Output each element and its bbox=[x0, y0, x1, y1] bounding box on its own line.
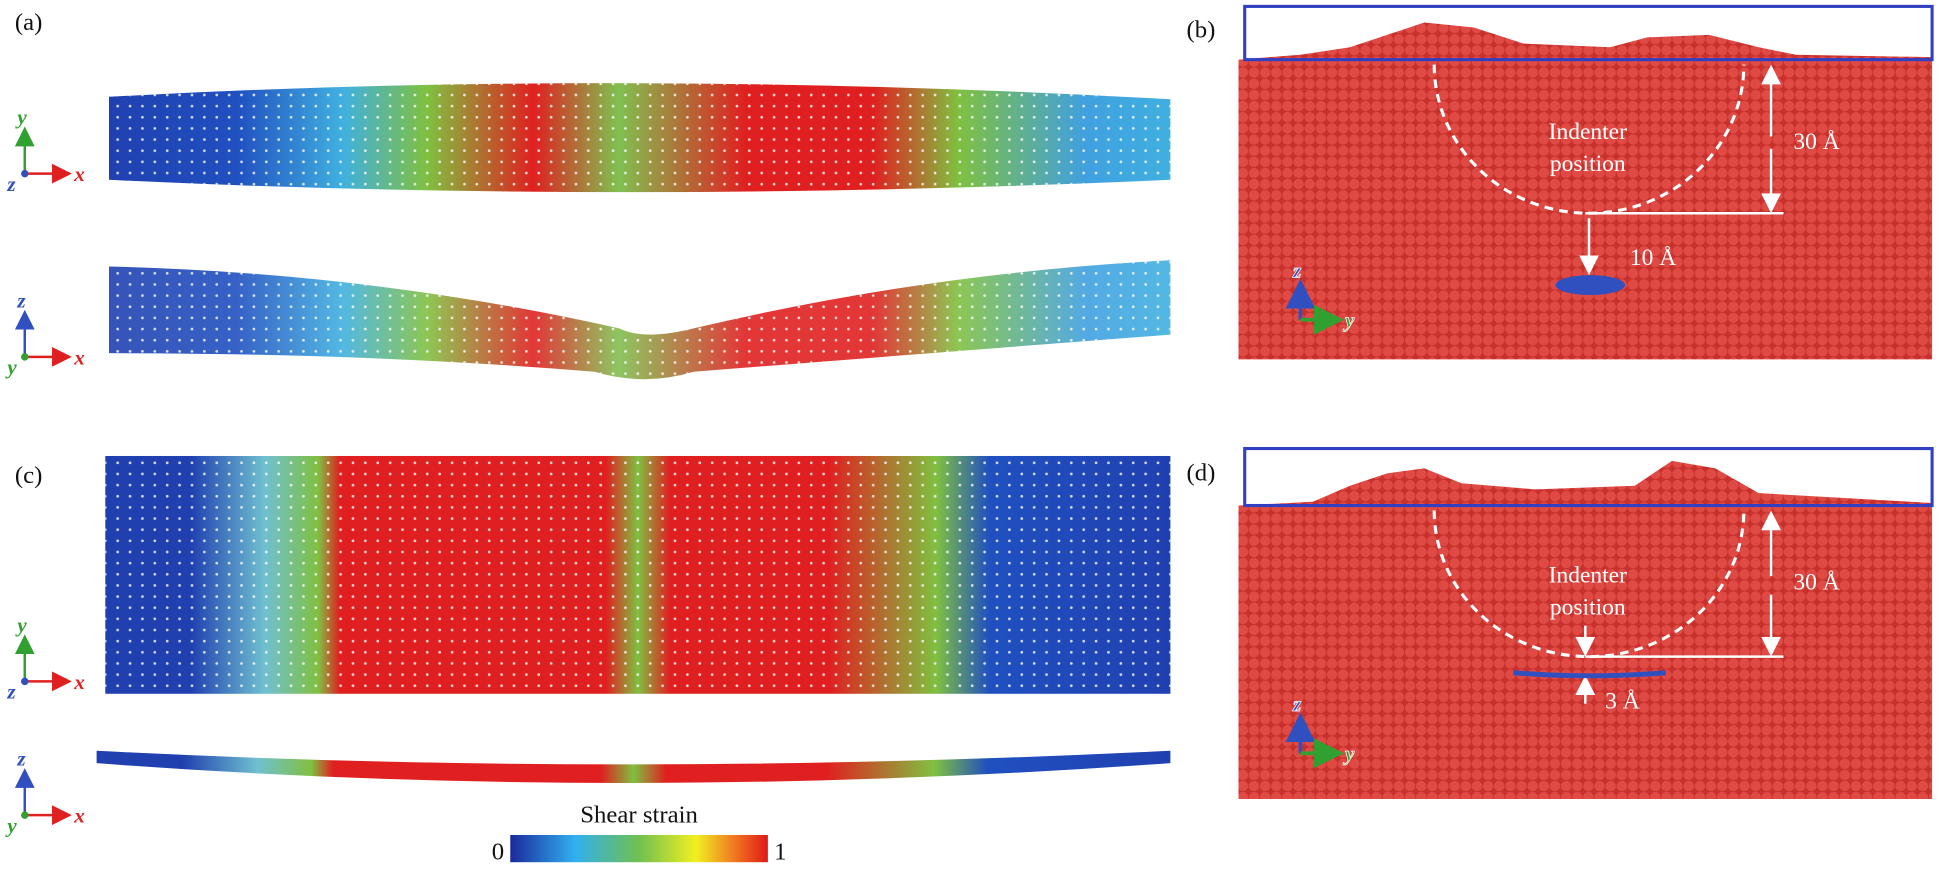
indenter-box bbox=[1243, 4, 1934, 62]
gap-label: 3 Å bbox=[1605, 689, 1640, 715]
axis-label: y bbox=[4, 355, 17, 379]
depth-label: 30 Å bbox=[1793, 570, 1839, 596]
axis-label: x bbox=[73, 345, 85, 369]
colorbar bbox=[510, 834, 768, 863]
atom-dots bbox=[105, 455, 1171, 694]
axis-label: z bbox=[1292, 692, 1302, 716]
axis-label: x bbox=[73, 670, 85, 694]
axis-origin bbox=[21, 811, 29, 819]
colorbar-title: Shear strain bbox=[580, 802, 698, 829]
axis-label: y bbox=[14, 105, 27, 129]
panel-label: (b) bbox=[1187, 16, 1216, 43]
strain-band bbox=[96, 750, 1171, 783]
substrate bbox=[1238, 22, 1933, 360]
axis-label: x bbox=[73, 804, 85, 828]
axis-label: z bbox=[6, 680, 16, 704]
axis-origin bbox=[21, 677, 29, 686]
axis-origin bbox=[21, 353, 29, 361]
depth-label: 30 Å bbox=[1793, 129, 1839, 155]
axis-label: y bbox=[1342, 742, 1355, 766]
axis-origin bbox=[21, 169, 29, 178]
indenter-arc bbox=[1432, 510, 1746, 659]
axis-label: z bbox=[16, 747, 26, 771]
axis-label: x bbox=[73, 162, 85, 186]
axis-label: y bbox=[14, 613, 27, 637]
panel-label: (d) bbox=[1187, 460, 1216, 487]
atom-dots bbox=[108, 83, 1171, 193]
defect bbox=[1513, 670, 1667, 679]
panel-label: (a) bbox=[15, 9, 43, 36]
annotation: position bbox=[1550, 595, 1626, 621]
defect bbox=[1555, 275, 1625, 295]
indenter-box bbox=[1243, 447, 1934, 508]
annotation: Indenter bbox=[1549, 119, 1628, 145]
axis-label: z bbox=[6, 172, 16, 196]
colorbar-max: 1 bbox=[774, 839, 786, 866]
annotation: position bbox=[1550, 151, 1626, 177]
axis-label: z bbox=[1292, 259, 1302, 283]
axis-label: y bbox=[4, 813, 17, 837]
gap-label: 10 Å bbox=[1630, 245, 1676, 271]
annotation: Indenter bbox=[1549, 562, 1628, 588]
atom-dots bbox=[108, 260, 1171, 380]
axis-label: y bbox=[1342, 308, 1355, 332]
colorbar-min: 0 bbox=[492, 839, 504, 866]
panel-label: (c) bbox=[15, 462, 43, 489]
axis-label: z bbox=[16, 288, 26, 312]
